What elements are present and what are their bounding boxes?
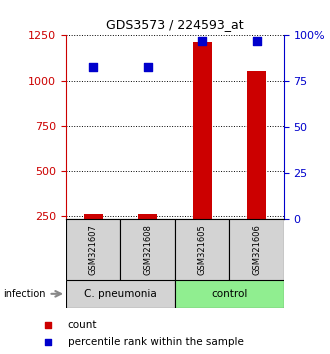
Point [90,64,96,69]
Text: GSM321607: GSM321607 [89,224,98,275]
Bar [193,42,212,261]
Text: infection: infection [3,289,46,299]
Bar [66,219,120,280]
Text: GSM321605: GSM321605 [198,224,207,275]
Point [308,98,313,104]
Text: count: count [68,320,97,330]
Bar [175,280,284,308]
Bar [66,280,175,308]
Bar [247,70,266,261]
Text: percentile rank within the sample: percentile rank within the sample [68,337,244,347]
Point [145,64,150,69]
Bar [229,219,284,280]
Text: GSM321608: GSM321608 [143,224,152,275]
Bar [138,214,157,261]
Text: control: control [211,289,248,299]
Point [308,250,313,255]
Bar [175,219,229,280]
Text: C. pneumonia: C. pneumonia [84,289,157,299]
Bar [120,219,175,280]
Text: GSM321606: GSM321606 [252,224,261,275]
Title: GDS3573 / 224593_at: GDS3573 / 224593_at [106,18,244,32]
Bar [84,215,103,261]
Point [199,38,205,44]
Point [254,38,259,44]
